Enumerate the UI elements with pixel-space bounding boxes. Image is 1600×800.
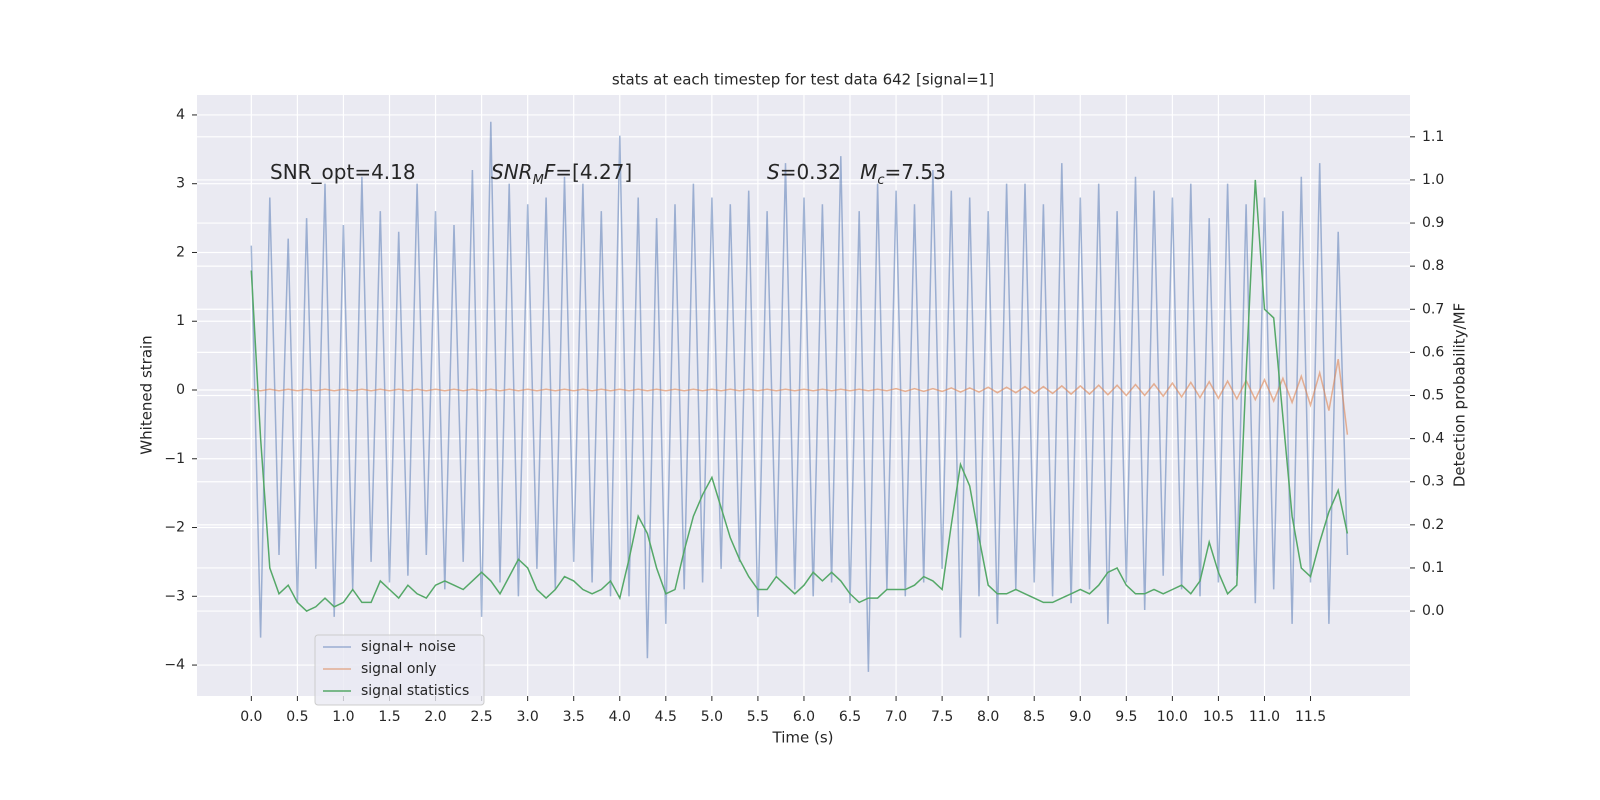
annotation-part: SNR: [491, 160, 533, 184]
x-tick-label: 5.5: [747, 709, 769, 725]
y2-tick-label: 0.6: [1422, 344, 1444, 360]
y2-tick-label: 0.0: [1422, 603, 1444, 619]
legend-label: signal statistics: [361, 683, 469, 699]
x-tick-label: 10.5: [1203, 709, 1234, 725]
x-tick-label: 2.5: [470, 709, 492, 725]
y2-tick-label: 0.8: [1422, 258, 1444, 274]
annotation-part: =[4.27]: [555, 160, 632, 184]
x-tick-label: 4.5: [655, 709, 677, 725]
annotation: SNRMF=[4.27]: [491, 160, 632, 189]
x-tick-label: 11.0: [1249, 709, 1280, 725]
x-tick-label: 0.5: [286, 709, 308, 725]
annotation-part: M: [860, 160, 877, 184]
y2-tick-label: 0.5: [1422, 388, 1444, 404]
x-tick-label: 7.5: [931, 709, 953, 725]
annotation-part: M: [533, 173, 544, 188]
y2-tick-label: 0.4: [1422, 431, 1444, 447]
series-line: [250, 121, 1349, 672]
y-tick-label: −1: [164, 451, 185, 467]
x-axis-label: Time (s): [772, 729, 834, 747]
annotation-part: =0.32: [780, 160, 860, 184]
y-tick-label: −2: [164, 520, 185, 536]
y2-tick-label: 0.2: [1422, 517, 1444, 533]
x-tick-label: 8.0: [977, 709, 999, 725]
x-tick-label: 9.0: [1069, 709, 1091, 725]
y-axis-label: Whitened strain: [138, 335, 156, 454]
y-tick-label: 4: [176, 107, 185, 123]
annotation-part: c: [877, 173, 884, 188]
x-tick-label: 11.5: [1295, 709, 1326, 725]
legend-box: [314, 634, 485, 706]
x-tick-label: 7.0: [885, 709, 907, 725]
y2-axis-label: Detection probability/MF: [1451, 303, 1469, 487]
x-tick-label: 1.0: [332, 709, 354, 725]
y-tick-label: 1: [176, 313, 185, 329]
annotation-part: =7.53: [885, 160, 946, 184]
y-tick-label: 3: [176, 176, 185, 192]
y2-tick-label: 1.1: [1422, 129, 1444, 145]
x-tick-label: 10.0: [1157, 709, 1188, 725]
x-tick-label: 6.5: [839, 709, 861, 725]
x-tick-label: 0.0: [240, 709, 262, 725]
y2-tick-label: 0.9: [1422, 215, 1444, 231]
chart-title: stats at each timestep for test data 642…: [612, 71, 994, 89]
x-tick-label: 6.0: [793, 709, 815, 725]
series-line: [250, 179, 1349, 612]
y-tick-label: −4: [164, 657, 185, 673]
y-tick-label: 0: [176, 382, 185, 398]
x-tick-label: 5.0: [701, 709, 723, 725]
x-tick-label: 8.5: [1023, 709, 1045, 725]
y2-tick-label: 0.1: [1422, 560, 1444, 576]
x-tick-label: 9.5: [1115, 709, 1137, 725]
series-line: [251, 358, 1349, 435]
y2-tick-label: 0.3: [1422, 474, 1444, 490]
y2-tick-label: 1.0: [1422, 172, 1444, 188]
legend-label: signal only: [361, 661, 436, 677]
y-tick-label: 2: [176, 244, 185, 260]
annotation: SNR_opt=4.18: [270, 160, 416, 184]
annotation-part: F: [544, 160, 556, 184]
x-tick-label: 2.0: [424, 709, 446, 725]
x-tick-label: 3.5: [563, 709, 585, 725]
y2-tick-label: 0.7: [1422, 301, 1444, 317]
legend-label: signal+ noise: [361, 639, 456, 655]
annotation: S=0.32 Mc=7.53: [767, 160, 946, 189]
x-tick-label: 4.0: [609, 709, 631, 725]
annotation-part: SNR_opt=4.18: [270, 160, 416, 184]
y-tick-label: −3: [164, 588, 185, 604]
x-tick-label: 3.0: [517, 709, 539, 725]
annotation-part: S: [767, 160, 780, 184]
x-tick-label: 1.5: [378, 709, 400, 725]
